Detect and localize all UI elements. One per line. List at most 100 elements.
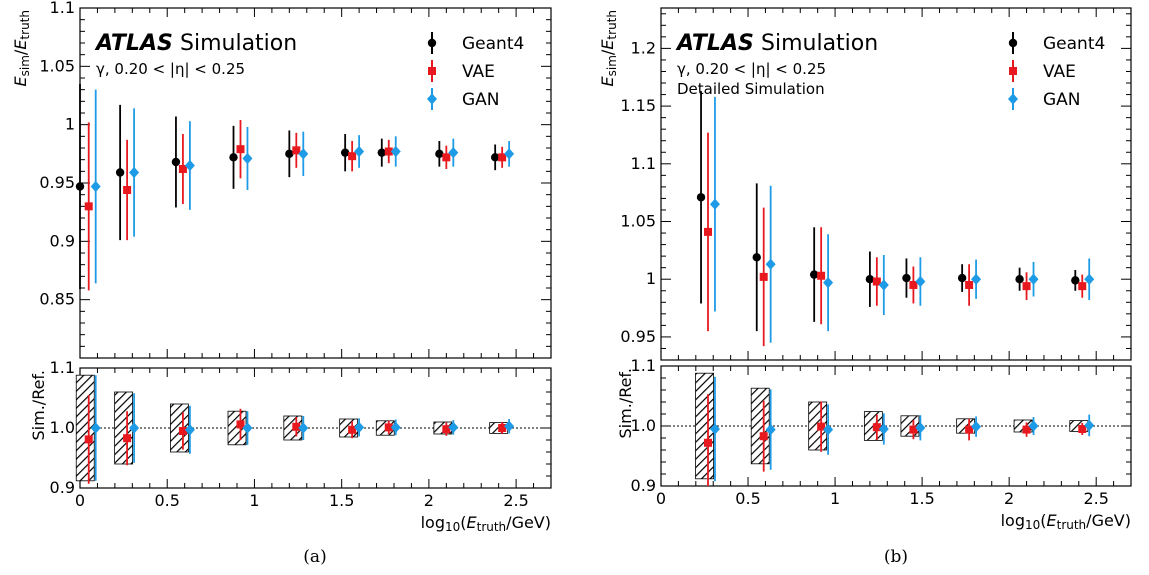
- data-point: [817, 271, 826, 280]
- reference-uncertainty-band: [750, 387, 770, 465]
- data-point: [84, 202, 93, 211]
- ratio-point: [704, 438, 712, 447]
- ratio-y-tick-label: 0.9: [631, 476, 656, 495]
- x-axis-label-part: (: [460, 513, 466, 532]
- legend-entry: GAN: [1043, 90, 1081, 110]
- ratio-point: [965, 425, 974, 434]
- data-point: [115, 168, 125, 177]
- ratio-point: [448, 421, 459, 433]
- ratio-point: [817, 422, 826, 431]
- legend-marker: [428, 67, 436, 75]
- info-line: Detailed Simulation: [677, 80, 825, 98]
- data-point: [123, 186, 132, 194]
- ratio-y-tick-label: 1.0: [631, 416, 656, 435]
- y-axis-label-part: sim: [18, 55, 32, 76]
- legend-entry: VAE: [462, 62, 495, 82]
- y-tick-label: 1: [65, 115, 75, 134]
- data-point: [1084, 273, 1095, 285]
- ratio-point: [384, 423, 393, 432]
- y-axis-label-part: sim: [605, 55, 619, 76]
- y-tick-label: 1.05: [39, 56, 75, 75]
- x-axis-label-part: (: [1040, 511, 1046, 530]
- x-axis-label-part: 10: [445, 520, 460, 534]
- reference-uncertainty-band: [695, 372, 714, 480]
- data-point: [229, 153, 238, 162]
- x-axis-label-part: truth: [1057, 518, 1087, 532]
- ratio-point: [236, 420, 245, 429]
- x-axis-label: log10(Etruth/GeV): [1001, 511, 1131, 532]
- data-point: [809, 270, 819, 279]
- legend-marker: [1009, 67, 1017, 75]
- ratio-point: [1028, 420, 1039, 432]
- ratio-point: [242, 422, 253, 434]
- ratio-point: [823, 424, 834, 436]
- ratio-y-tick-label: 0.9: [50, 478, 75, 497]
- ratio-point: [765, 424, 776, 436]
- legend-entry: VAE: [1043, 62, 1076, 82]
- y-axis-label-part: truth: [18, 10, 32, 40]
- x-axis-label-part: /GeV): [1086, 511, 1131, 530]
- data-point: [242, 152, 253, 165]
- data-point: [1071, 276, 1080, 285]
- data-point: [390, 145, 401, 158]
- data-point: [236, 145, 245, 154]
- data-point: [171, 157, 181, 167]
- legend-marker: [1008, 93, 1018, 105]
- data-point: [1078, 282, 1087, 291]
- data-point: [909, 280, 918, 289]
- y-axis-label-part: truth: [605, 10, 619, 40]
- ratio-point: [878, 423, 889, 435]
- x-axis-label-part: /GeV): [506, 513, 551, 532]
- data-point: [759, 272, 768, 281]
- ratio-point: [504, 420, 515, 432]
- data-point: [765, 258, 776, 270]
- data-point: [504, 148, 515, 160]
- y-tick-label: 1.2: [631, 38, 656, 57]
- x-tick-label: 0.5: [154, 491, 179, 510]
- data-point: [865, 275, 875, 284]
- ratio-y-tick-label: 1.0: [50, 418, 75, 437]
- panel-b: 0 0.5 1 1.5 2 2.5 0.95 1 1.05 1.1 1.15 1.2 0.9 1.0 1.1…: [598, 7, 1132, 567]
- x-tick-label: 1.5: [909, 489, 934, 508]
- data-point: [1028, 273, 1039, 285]
- y-axis-label: Esim/Etruth: [598, 10, 619, 86]
- y-axis-label-part: E: [598, 39, 617, 50]
- atlas-simulation-label: Simulation: [180, 31, 297, 56]
- ratio-point: [442, 425, 451, 434]
- ratio-point: [178, 427, 187, 435]
- panel-a: 0 0.5 1 1.5 2 2.5 0.85 0.9 0.95 1 1.05 1.1 0.9 1.0 1.1…: [11, 0, 552, 567]
- data-point: [965, 280, 974, 289]
- x-axis-label-part: E: [467, 513, 478, 532]
- ratio-plot-frame: [660, 365, 1132, 487]
- data-point: [384, 147, 393, 156]
- data-point: [340, 148, 350, 157]
- data-point: [902, 273, 911, 283]
- ratio-point: [298, 422, 309, 434]
- data-point: [184, 159, 195, 172]
- legend-marker: [1008, 38, 1018, 48]
- atlas-simulation-label: Simulation: [761, 31, 878, 56]
- data-point: [490, 153, 500, 162]
- ratio-point: [498, 424, 507, 432]
- x-tick-label: 2: [424, 491, 434, 510]
- ratio-point: [1078, 425, 1087, 433]
- x-tick-label: 0: [656, 489, 666, 508]
- ratio-y-tick-label: 1.1: [631, 356, 656, 375]
- data-point: [129, 166, 140, 179]
- data-point: [872, 277, 881, 286]
- ratio-point: [971, 421, 982, 433]
- x-tick-label: 1: [249, 491, 259, 510]
- y-axis-label-part: E: [598, 75, 617, 86]
- y-tick-label: 0.95: [620, 327, 656, 346]
- y-axis-label: Esim/Etruth: [11, 10, 32, 86]
- data-point: [1015, 275, 1024, 284]
- legend-marker: [427, 38, 437, 48]
- x-axis-label-part: 10: [1025, 518, 1040, 532]
- legend-entry: Geant4: [462, 34, 524, 54]
- x-axis-label-part: log: [1001, 511, 1025, 530]
- y-axis-label-part: E: [11, 75, 30, 86]
- ratio-point: [759, 432, 768, 441]
- data-point: [292, 146, 301, 155]
- ratio-point: [909, 425, 918, 434]
